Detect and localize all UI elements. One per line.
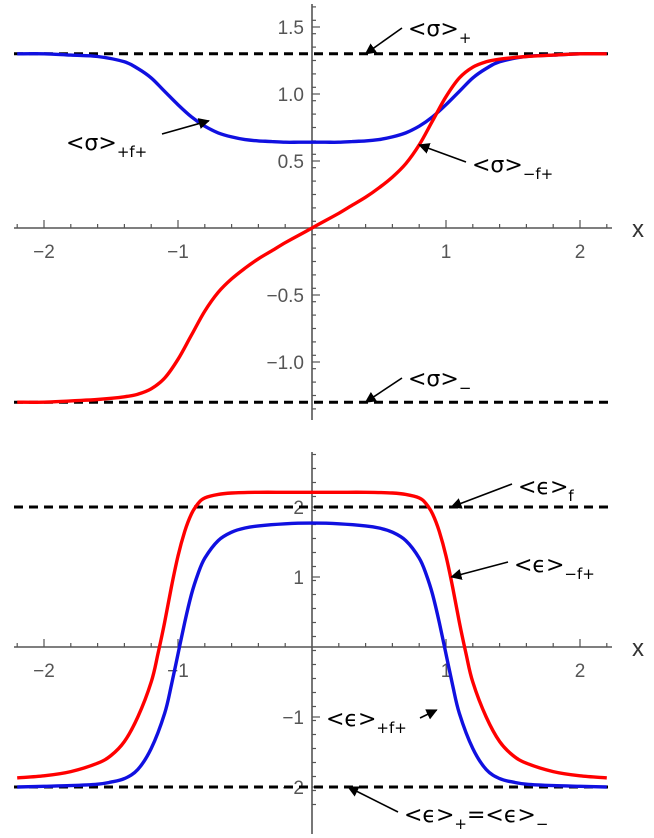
annotation-arrow [418,143,467,163]
annotation-arrow [161,118,210,135]
annotation-label: <ϵ>−f+ [514,553,595,583]
x-axis-label: x [632,216,644,243]
y-tick-label: −1.0 [266,353,304,374]
y-tick-label: 1.0 [278,85,304,106]
y-tick-label: −2 [282,778,304,799]
series-line [17,52,607,404]
y-tick-label: 1.5 [278,18,304,39]
annotation-label: <σ>−f+ [472,153,553,183]
x-tick-label: −2 [33,242,55,263]
series-line [17,521,607,789]
x-tick-label: −1 [167,242,189,263]
x-tick-label: 1 [441,242,452,263]
epsilon-panel: −2 −1 1 2 2 1 −1 −2 x <ϵ>f <ϵ>−f+ <ϵ>+f+ <ϵ>+=<ϵ>− [14,452,644,834]
x-tick-label: 2 [575,661,586,682]
x-tick-label: 2 [575,242,586,263]
series-line [17,52,607,144]
annotation-label: <ϵ>+=<ϵ>− [404,803,548,833]
annotation-arrow [364,27,403,55]
x-tick-label: −2 [33,661,55,682]
annotation-label: <σ>− [408,367,471,397]
annotation-arrow [450,561,509,580]
y-tick-label: −0.5 [266,286,304,307]
x-axis-label: x [632,635,644,662]
annotation-label: <σ>+f+ [66,131,147,161]
annotation-arrow [419,709,438,720]
series-line [17,490,607,780]
x-tick-label: 1 [441,661,452,682]
annotation-arrow [347,786,399,813]
annotation-arrow [364,377,403,403]
y-tick-label: −1 [282,708,304,729]
y-tick-label: 0.5 [278,152,304,173]
annotation-label: <ϵ>f [518,475,574,505]
annotation-label: <σ>+ [408,17,471,47]
annotation-label: <ϵ>+f+ [326,707,407,737]
annotation-arrow [450,483,513,509]
y-tick-label: 2 [293,498,304,519]
x-tick-label: −1 [167,661,189,682]
sigma-panel: −2 −1 1 2 1.5 1.0 0.5 −0.5 −1.0 x <σ>+ <σ>+f+ <σ>−f+… [14,4,644,420]
y-tick-label: 1 [293,568,304,589]
